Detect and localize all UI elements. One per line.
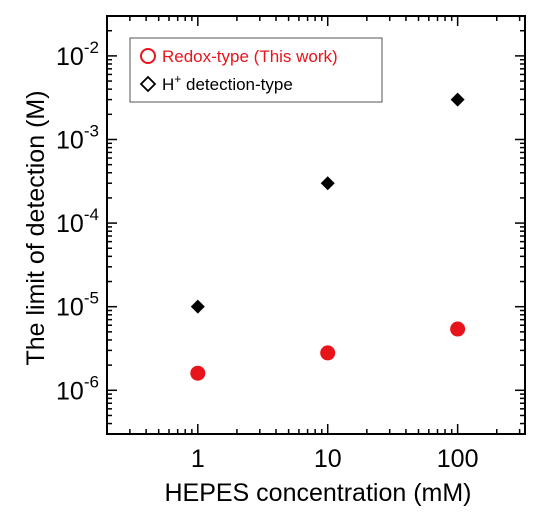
y-tick-exponent: -2: [84, 38, 99, 57]
legend-label-h-detection: H+ detection-type: [162, 72, 293, 94]
y-tick-base: 10: [56, 377, 84, 405]
data-point-series-1: [320, 176, 335, 191]
x-tick-label: 1: [191, 445, 205, 473]
data-point-series-1: [450, 92, 465, 107]
y-tick-label: 10-5: [56, 289, 99, 322]
data-point-series-0: [190, 365, 206, 381]
y-tick-label: 10-4: [56, 205, 99, 238]
data-point-series-0: [320, 345, 336, 361]
data-point-series-1: [190, 299, 205, 314]
y-tick-base: 10: [56, 43, 84, 71]
data-point-series-0: [450, 321, 466, 337]
y-tick-exponent: -6: [84, 372, 99, 391]
x-tick-labels: 1 10 100: [191, 445, 479, 473]
x-tick-label: 100: [437, 445, 479, 473]
legend-marker-h-detection: [139, 75, 157, 93]
legend-h-text: H: [162, 75, 174, 94]
legend-marker-redox: [140, 48, 156, 64]
y-tick-base: 10: [56, 294, 84, 322]
y-tick-label: 10-2: [56, 38, 99, 71]
legend-h-suffix: detection-type: [181, 75, 293, 94]
x-axis-label: HEPES concentration (mM): [164, 479, 471, 507]
x-tick-label: 10: [314, 445, 342, 473]
plot-frame: [106, 15, 526, 435]
y-tick-exponent: -4: [84, 205, 99, 224]
legend-box: [129, 37, 383, 103]
y-tick-label: 10-6: [56, 372, 99, 405]
legend-h-superscript: +: [174, 72, 181, 86]
y-axis-label: The limit of detection (M): [22, 90, 50, 365]
y-tick-labels: 10-610-510-410-310-2: [56, 38, 99, 405]
y-tick-exponent: -5: [84, 289, 99, 308]
legend: Redox-type (This work) H+ detection-type: [129, 37, 383, 103]
y-tick-base: 10: [56, 126, 84, 154]
y-tick-exponent: -3: [84, 121, 99, 140]
data-markers: [190, 92, 466, 381]
y-tick-base: 10: [56, 210, 84, 238]
y-tick-label: 10-3: [56, 121, 99, 154]
legend-label-redox: Redox-type (This work): [162, 47, 338, 66]
